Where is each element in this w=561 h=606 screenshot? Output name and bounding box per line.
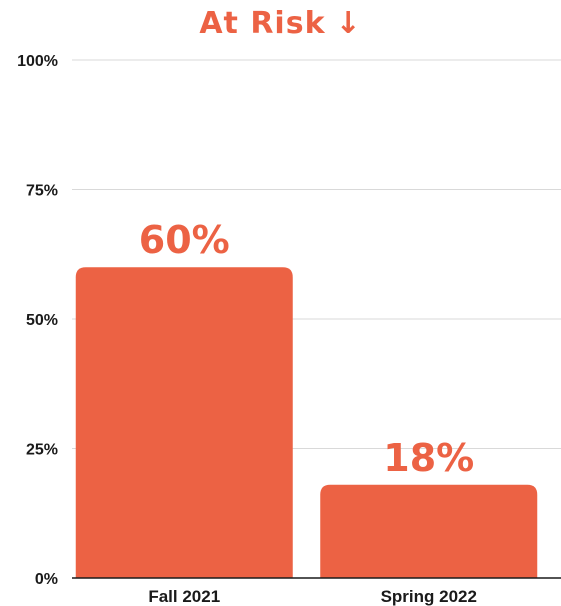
y-tick-label: 75% <box>26 183 58 200</box>
bars <box>76 267 538 578</box>
bar <box>320 485 537 578</box>
y-tick-label: 50% <box>26 312 58 329</box>
x-category-label: Fall 2021 <box>148 587 220 606</box>
x-axis-category-labels: Fall 2021 Spring 2022 <box>148 587 477 606</box>
y-tick-label: 100% <box>17 53 58 70</box>
y-tick-label: 25% <box>26 442 58 459</box>
bar-value-label: 60% <box>139 218 230 262</box>
x-category-label: Spring 2022 <box>381 587 477 606</box>
y-axis-tick-labels: 0% 25% 50% 75% 100% <box>17 53 58 588</box>
bar-value-label: 18% <box>383 436 474 480</box>
y-tick-label: 0% <box>35 571 58 588</box>
bar <box>76 267 293 578</box>
